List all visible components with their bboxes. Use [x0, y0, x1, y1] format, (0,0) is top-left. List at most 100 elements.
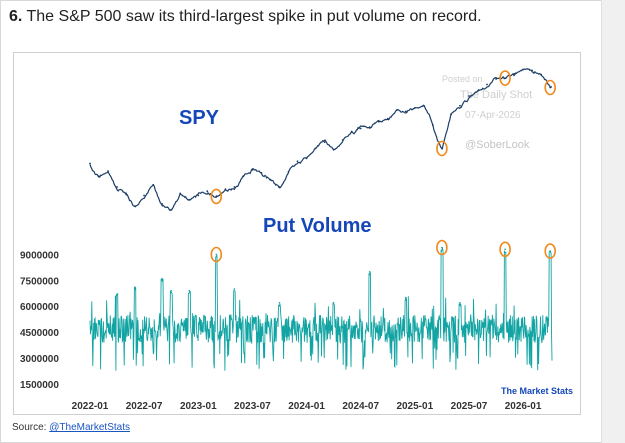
- headline-number: 6.: [9, 8, 23, 25]
- put-volume-spike-2024-08: [368, 271, 371, 273]
- headline-text: The S&P 500 saw its third-largest spike …: [26, 8, 482, 25]
- spy-point-2025-06: [459, 104, 461, 107]
- put-volume-spike-2022-06: [134, 286, 136, 289]
- spy-point-2025-05: [450, 113, 452, 116]
- spy-point-2024-06: [350, 130, 353, 133]
- spy-point-2025-08: [477, 90, 479, 92]
- x-tick-label: 2026-01: [505, 401, 542, 412]
- spy-point-2022-11: [179, 192, 182, 195]
- spy-point-2023-05: [233, 186, 236, 188]
- watermark-date: 07-Apr-2026: [465, 110, 521, 121]
- spy-point-2026-02: [531, 69, 533, 72]
- put-volume-panel-title: Put Volume: [263, 215, 372, 237]
- spy-point-2024-09: [377, 120, 380, 123]
- spy-highlight-2026-04: [544, 79, 557, 96]
- put-volume-spike-2026-04: [549, 250, 551, 252]
- x-tick-label: 2025-07: [451, 401, 488, 412]
- watermark-handle: @SoberLook: [465, 139, 530, 151]
- spy-point-2022-02: [98, 175, 100, 178]
- chart-credit: The Market Stats: [501, 386, 573, 396]
- spy-point-2022-10: [170, 208, 173, 211]
- spy-point-2022-03: [107, 170, 109, 173]
- chart-container: Posted on The Daily Shot 07-Apr-2026 @So…: [13, 52, 581, 415]
- put-volume-highlight-2023-03: [210, 246, 223, 263]
- y-tick-label: 1500000: [20, 380, 59, 391]
- put-volume-spike-2025-04: [441, 246, 443, 249]
- spy-point-2024-08: [368, 126, 371, 129]
- y-tick-label: 7500000: [20, 276, 59, 287]
- spy-point-2025-10: [495, 78, 497, 80]
- spy-point-2024-10: [386, 117, 389, 120]
- spy-point-2023-07: [251, 169, 254, 171]
- x-tick-label: 2025-01: [396, 401, 433, 412]
- watermark-posted-on: Posted on: [442, 74, 483, 84]
- put-volume-spike-2025-11: [504, 248, 506, 251]
- spy-point-2025-03: [432, 124, 434, 126]
- put-volume-spike-2022-10: [170, 289, 172, 292]
- spy-point-2025-04: [441, 147, 443, 150]
- y-tick-label: 4500000: [20, 328, 59, 339]
- put-volume-series-line: [89, 246, 553, 371]
- spy-point-2025-01: [413, 107, 416, 109]
- y-tick-label: 6000000: [20, 302, 59, 313]
- put-volume-highlight-2026-04: [544, 243, 557, 259]
- spy-point-2024-04: [332, 148, 335, 151]
- y-tick-label: 9000000: [20, 251, 59, 262]
- spy-point-2023-01: [197, 194, 200, 197]
- x-tick-label: 2022-07: [126, 401, 163, 412]
- spy-point-2026-03: [540, 73, 543, 76]
- spy-point-2022-01: [89, 162, 91, 165]
- spy-point-2022-09: [161, 203, 164, 205]
- spy-point-2022-06: [134, 205, 136, 208]
- y-axis-ticks: 1500000 3000000 4500000 6000000 7500000 90000…: [20, 251, 59, 391]
- x-tick-label: 2023-01: [180, 401, 217, 412]
- spy-point-2023-08: [260, 172, 263, 174]
- spy-point-2025-11: [504, 77, 506, 79]
- spy-point-2024-01: [305, 157, 308, 160]
- x-tick-label: 2022-01: [72, 401, 109, 412]
- spy-point-2023-09: [269, 178, 272, 181]
- spy-point-2025-07: [468, 95, 470, 97]
- put-volume-spike-2022-12: [188, 289, 191, 292]
- watermark: Posted on The Daily Shot 07-Apr-2026 @So…: [442, 74, 532, 151]
- page-scroll-strip[interactable]: [601, 0, 625, 443]
- spy-point-2023-12: [296, 160, 299, 163]
- x-tick-label: 2024-01: [288, 401, 325, 412]
- put-volume-spike-2023-10: [278, 302, 281, 304]
- spy-point-2023-04: [224, 188, 227, 191]
- source-label: Source:: [12, 422, 47, 433]
- spy-point-2025-02: [423, 104, 425, 107]
- put-volume-panel: [89, 246, 553, 371]
- spy-highlight-2025-11: [499, 70, 511, 86]
- source-link[interactable]: @TheMarketStats: [49, 422, 130, 433]
- spy-point-2022-05: [125, 192, 127, 195]
- y-tick-label: 3000000: [20, 354, 59, 365]
- spy-point-2023-03: [215, 195, 218, 198]
- spy-point-2024-03: [323, 141, 326, 143]
- spy-point-2024-07: [359, 127, 362, 130]
- source-line: Source: @TheMarketStats: [12, 422, 130, 433]
- x-tick-label: 2024-07: [342, 401, 379, 412]
- spy-point-2023-06: [242, 175, 245, 178]
- put-volume-highlight-2025-04: [436, 239, 448, 256]
- put-volume-highlight-2025-11: [499, 241, 511, 258]
- spy-point-2022-07: [143, 194, 146, 197]
- spy-highlight-2025-04: [436, 140, 448, 157]
- spy-point-2022-08: [152, 183, 155, 186]
- put-volume-spike-2022-09: [161, 277, 163, 280]
- spy-point-2022-12: [188, 198, 191, 201]
- spy-point-2024-02: [314, 147, 317, 150]
- put-volume-spike-2022-04: [116, 293, 118, 295]
- put-volume-spike-2025-06: [459, 302, 461, 304]
- spy-panel-title: SPY: [179, 107, 220, 129]
- spy-point-2024-12: [404, 110, 407, 113]
- spy-point-2023-11: [287, 171, 290, 173]
- x-tick-label: 2023-07: [234, 401, 271, 412]
- spy-point-2024-11: [395, 109, 398, 111]
- spy-highlight-2023-03: [210, 188, 223, 205]
- spy-point-2026-04: [549, 86, 552, 89]
- highlight-circles: [210, 70, 557, 263]
- spy-point-2023-10: [278, 186, 281, 188]
- spy-point-2024-05: [341, 139, 344, 141]
- spy-point-2022-04: [116, 186, 118, 188]
